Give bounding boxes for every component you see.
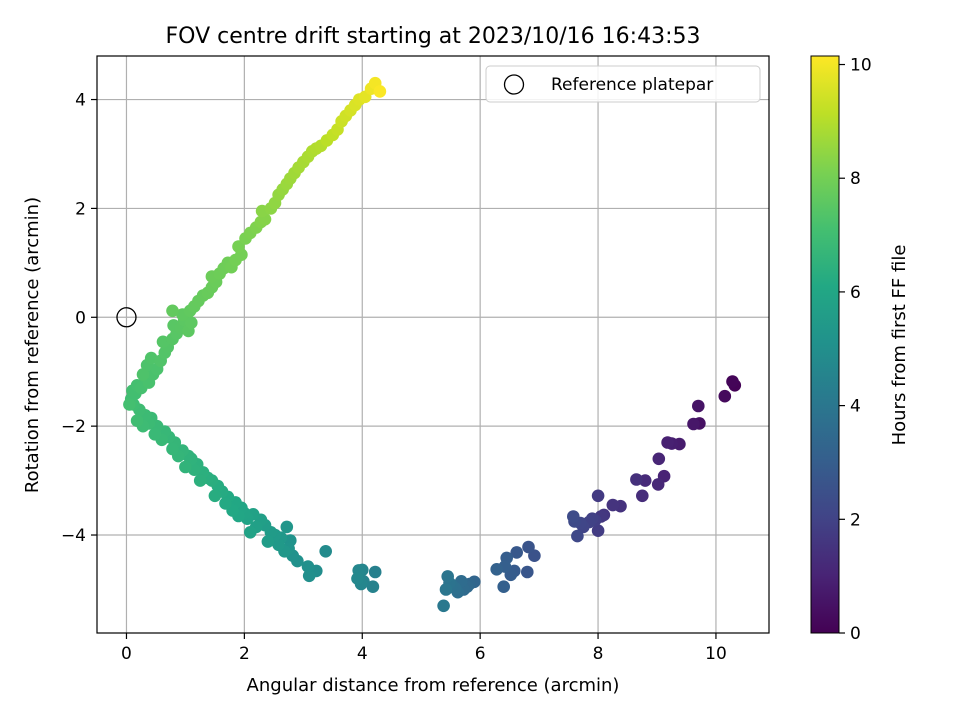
data-point bbox=[510, 546, 523, 559]
data-point bbox=[490, 563, 504, 576]
data-point bbox=[630, 473, 643, 486]
colorbar-tick-label: 6 bbox=[850, 283, 861, 303]
x-tick-label: 8 bbox=[593, 644, 604, 664]
x-tick-label: 10 bbox=[705, 644, 727, 664]
colorbar-gradient bbox=[810, 55, 840, 634]
data-point bbox=[130, 414, 144, 428]
data-point bbox=[272, 538, 285, 552]
legend-label: Reference platepar bbox=[551, 75, 713, 95]
data-point bbox=[244, 526, 257, 539]
y-tick-label: 2 bbox=[75, 199, 86, 219]
reference-marker-layer bbox=[116, 307, 137, 328]
legend: Reference platepar bbox=[485, 65, 761, 103]
data-point bbox=[651, 478, 665, 491]
data-point bbox=[726, 375, 739, 388]
colorbar-tick-label: 10 bbox=[850, 56, 872, 76]
data-point bbox=[373, 85, 387, 98]
chart-title: FOV centre drift starting at 2023/10/16 … bbox=[166, 24, 701, 49]
data-point bbox=[571, 529, 584, 543]
colorbar-ticks: 0 2 4 6 8 10 bbox=[839, 56, 872, 644]
data-point bbox=[692, 399, 705, 413]
data-point bbox=[351, 572, 364, 585]
data-point bbox=[166, 304, 179, 318]
y-tick-label: 0 bbox=[75, 308, 86, 328]
data-point bbox=[144, 351, 158, 365]
data-point bbox=[652, 452, 666, 466]
data-point bbox=[301, 560, 315, 573]
colorbar-tick-label: 0 bbox=[850, 624, 861, 644]
data-point bbox=[148, 428, 162, 441]
x-tick-label: 2 bbox=[239, 644, 250, 664]
data-points bbox=[123, 76, 742, 613]
grid bbox=[97, 56, 769, 633]
data-point bbox=[636, 489, 649, 503]
data-point bbox=[591, 524, 605, 537]
data-point bbox=[156, 335, 170, 349]
legend-box bbox=[485, 65, 761, 103]
plot-frame bbox=[96, 55, 770, 634]
x-tick-label: 4 bbox=[357, 644, 368, 664]
colorbar: 0 2 4 6 8 10 Hours from first FF file bbox=[810, 55, 910, 644]
data-point bbox=[366, 580, 380, 593]
x-axis-ticks: 0 2 4 6 8 10 bbox=[121, 633, 727, 664]
data-point bbox=[185, 316, 198, 330]
data-point bbox=[567, 510, 580, 523]
colorbar-tick-label: 4 bbox=[850, 397, 861, 417]
data-point bbox=[687, 417, 700, 431]
y-axis-ticks: −4 −2 0 2 4 bbox=[61, 91, 97, 546]
data-point bbox=[123, 398, 136, 411]
reference-platepar-marker bbox=[116, 307, 137, 328]
y-tick-label: −4 bbox=[61, 526, 86, 546]
x-tick-label: 0 bbox=[121, 644, 132, 664]
data-point bbox=[136, 368, 150, 381]
legend-marker bbox=[503, 74, 525, 95]
data-point bbox=[441, 570, 455, 583]
data-point bbox=[280, 520, 294, 534]
data-point bbox=[497, 580, 511, 593]
data-point bbox=[522, 540, 535, 554]
data-point bbox=[591, 489, 605, 503]
data-point bbox=[718, 389, 732, 403]
data-point bbox=[208, 489, 222, 503]
data-point bbox=[319, 545, 333, 558]
data-point bbox=[193, 474, 207, 487]
data-point bbox=[368, 565, 382, 579]
colorbar-tick-label: 8 bbox=[850, 169, 861, 189]
data-point bbox=[302, 569, 316, 583]
colorbar-tick-label: 2 bbox=[850, 510, 861, 530]
y-axis-label: Rotation from reference (arcmin) bbox=[22, 197, 43, 493]
data-point bbox=[606, 498, 620, 512]
x-tick-label: 6 bbox=[475, 644, 486, 664]
x-axis-label: Angular distance from reference (arcmin) bbox=[247, 675, 620, 696]
y-tick-label: −2 bbox=[61, 417, 86, 437]
data-point bbox=[261, 535, 275, 548]
data-point bbox=[439, 583, 453, 596]
data-point bbox=[661, 436, 674, 449]
data-point bbox=[437, 599, 450, 613]
data-point bbox=[521, 565, 534, 579]
colorbar-label: Hours from first FF file bbox=[889, 245, 910, 446]
data-point bbox=[179, 460, 192, 474]
y-tick-label: 4 bbox=[75, 91, 86, 111]
data-point bbox=[219, 497, 232, 510]
data-point bbox=[166, 442, 179, 456]
